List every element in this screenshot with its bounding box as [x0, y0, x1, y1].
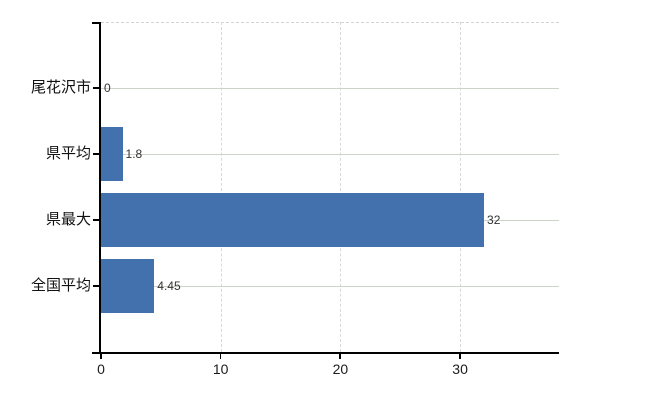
x-axis-tick [459, 354, 461, 359]
x-axis-tick [219, 354, 222, 359]
horizontal-gridline [101, 153, 559, 155]
horizontal-gridline [101, 87, 559, 89]
x-axis-line [92, 352, 559, 354]
vertical-gridline [220, 22, 222, 352]
vertical-gridline [340, 22, 342, 352]
category-label: 全国平均 [30, 277, 91, 294]
y-axis-tick [93, 285, 101, 287]
y-axis-tick [93, 153, 101, 155]
bar [101, 259, 155, 313]
horizontal-gridline [101, 285, 559, 287]
y-axis-line [99, 22, 101, 352]
y-axis-top-cap [92, 22, 101, 24]
category-label: 尾花沢市 [30, 79, 91, 96]
y-axis-tick [93, 219, 101, 221]
x-tick-label: 0 [97, 361, 105, 377]
value-label: 0 [104, 81, 111, 95]
value-label: 1.8 [125, 147, 143, 161]
value-label: 32 [487, 213, 501, 227]
vertical-gridline [460, 22, 462, 352]
x-tick-label: 20 [332, 361, 349, 377]
y-axis-tick [93, 87, 101, 89]
x-tick-label: 10 [212, 361, 229, 377]
plot-top-border [101, 22, 559, 23]
category-label: 県最大 [45, 211, 91, 228]
x-axis-tick [100, 354, 102, 359]
value-label: 4.45 [157, 279, 181, 293]
category-label: 県平均 [45, 145, 91, 162]
bar [101, 193, 485, 247]
x-axis-tick [339, 354, 341, 359]
x-tick-label: 30 [452, 361, 468, 377]
bar [101, 127, 123, 181]
